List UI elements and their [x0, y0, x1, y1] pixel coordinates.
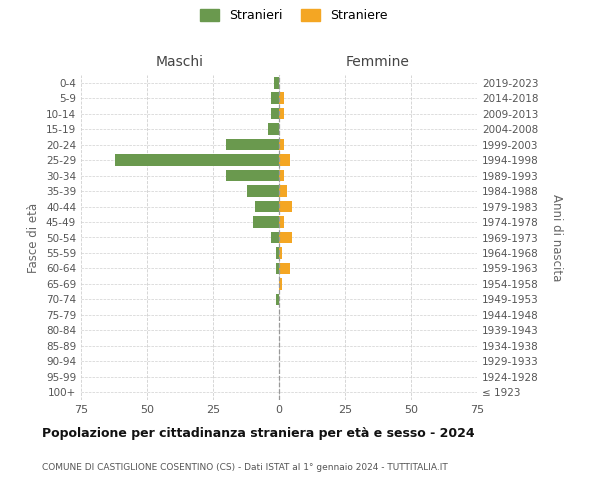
Bar [277, 294, 279, 305]
Bar [279, 278, 281, 289]
Bar [253, 216, 279, 228]
Text: COMUNE DI CASTIGLIONE COSENTINO (CS) - Dati ISTAT al 1° gennaio 2024 - TUTTITALI: COMUNE DI CASTIGLIONE COSENTINO (CS) - D… [42, 462, 448, 471]
Bar [279, 92, 284, 104]
Bar [279, 139, 284, 150]
Text: Popolazione per cittadinanza straniera per età e sesso - 2024: Popolazione per cittadinanza straniera p… [42, 428, 475, 440]
Bar [274, 77, 279, 88]
Bar [255, 200, 279, 212]
Y-axis label: Fasce di età: Fasce di età [28, 202, 40, 272]
Bar [279, 262, 290, 274]
Bar [271, 108, 279, 120]
Bar [279, 154, 290, 166]
Bar [271, 92, 279, 104]
Legend: Stranieri, Straniere: Stranieri, Straniere [200, 8, 388, 22]
Bar [226, 139, 279, 150]
Bar [279, 232, 292, 243]
Y-axis label: Anni di nascita: Anni di nascita [550, 194, 563, 281]
Bar [277, 262, 279, 274]
Bar [279, 247, 281, 259]
Bar [271, 232, 279, 243]
Bar [279, 170, 284, 181]
Bar [247, 186, 279, 197]
Bar [268, 124, 279, 135]
Bar [115, 154, 279, 166]
Bar [279, 216, 284, 228]
Bar [279, 186, 287, 197]
Bar [279, 108, 284, 120]
Bar [277, 247, 279, 259]
Bar [226, 170, 279, 181]
Text: Femmine: Femmine [346, 55, 410, 69]
Bar [279, 200, 292, 212]
Text: Maschi: Maschi [156, 55, 204, 69]
